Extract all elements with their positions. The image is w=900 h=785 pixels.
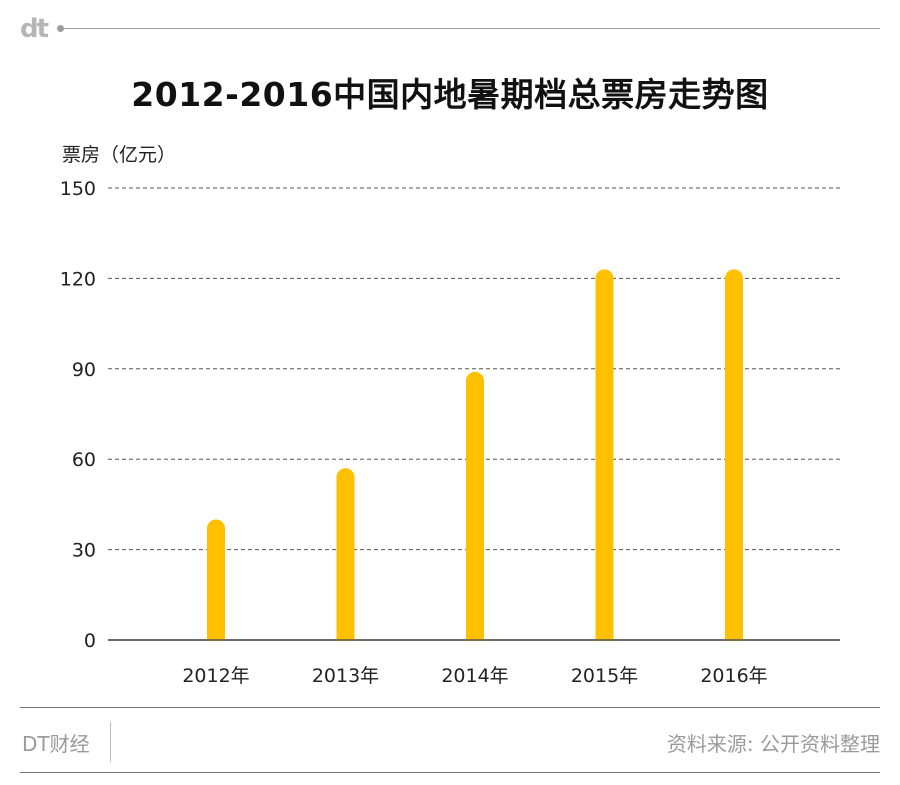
y-tick-label: 60 [72, 449, 96, 471]
header-rule-dot [57, 25, 64, 32]
bar [595, 269, 614, 649]
y-axis-label: 票房（亿元） [62, 144, 177, 166]
x-tick-label: 2015年 [571, 665, 638, 687]
footer-source: 资料来源: 公开资料整理 [666, 732, 880, 756]
bar [725, 269, 743, 649]
axis-mask [108, 641, 840, 653]
footer-brand: DT财经 [22, 732, 90, 756]
bar [466, 371, 484, 649]
x-tick-label: 2012年 [182, 665, 249, 687]
x-tick-label: 2014年 [441, 665, 508, 687]
footer-separator [110, 722, 111, 762]
dt-logo: dt [20, 14, 49, 44]
footer-bottom-rule [20, 772, 880, 773]
y-tick-label: 0 [84, 630, 96, 652]
bar-chart: 0 30 60 90 120 150 2012年 2013年 2014年 2015年 2016年 [60, 178, 840, 687]
x-tick-label: 2016年 [700, 665, 767, 687]
y-tick-label: 30 [72, 540, 96, 562]
footer-top-rule [20, 707, 880, 708]
y-tick-label: 150 [60, 178, 96, 200]
y-tick-label: 90 [72, 359, 96, 381]
bar [207, 519, 225, 649]
y-tick-label: 120 [60, 268, 96, 290]
bar [336, 468, 355, 649]
x-tick-label: 2013年 [312, 665, 379, 687]
header-rule [62, 28, 880, 29]
chart-title: 2012-2016中国内地暑期档总票房走势图 [131, 75, 769, 114]
